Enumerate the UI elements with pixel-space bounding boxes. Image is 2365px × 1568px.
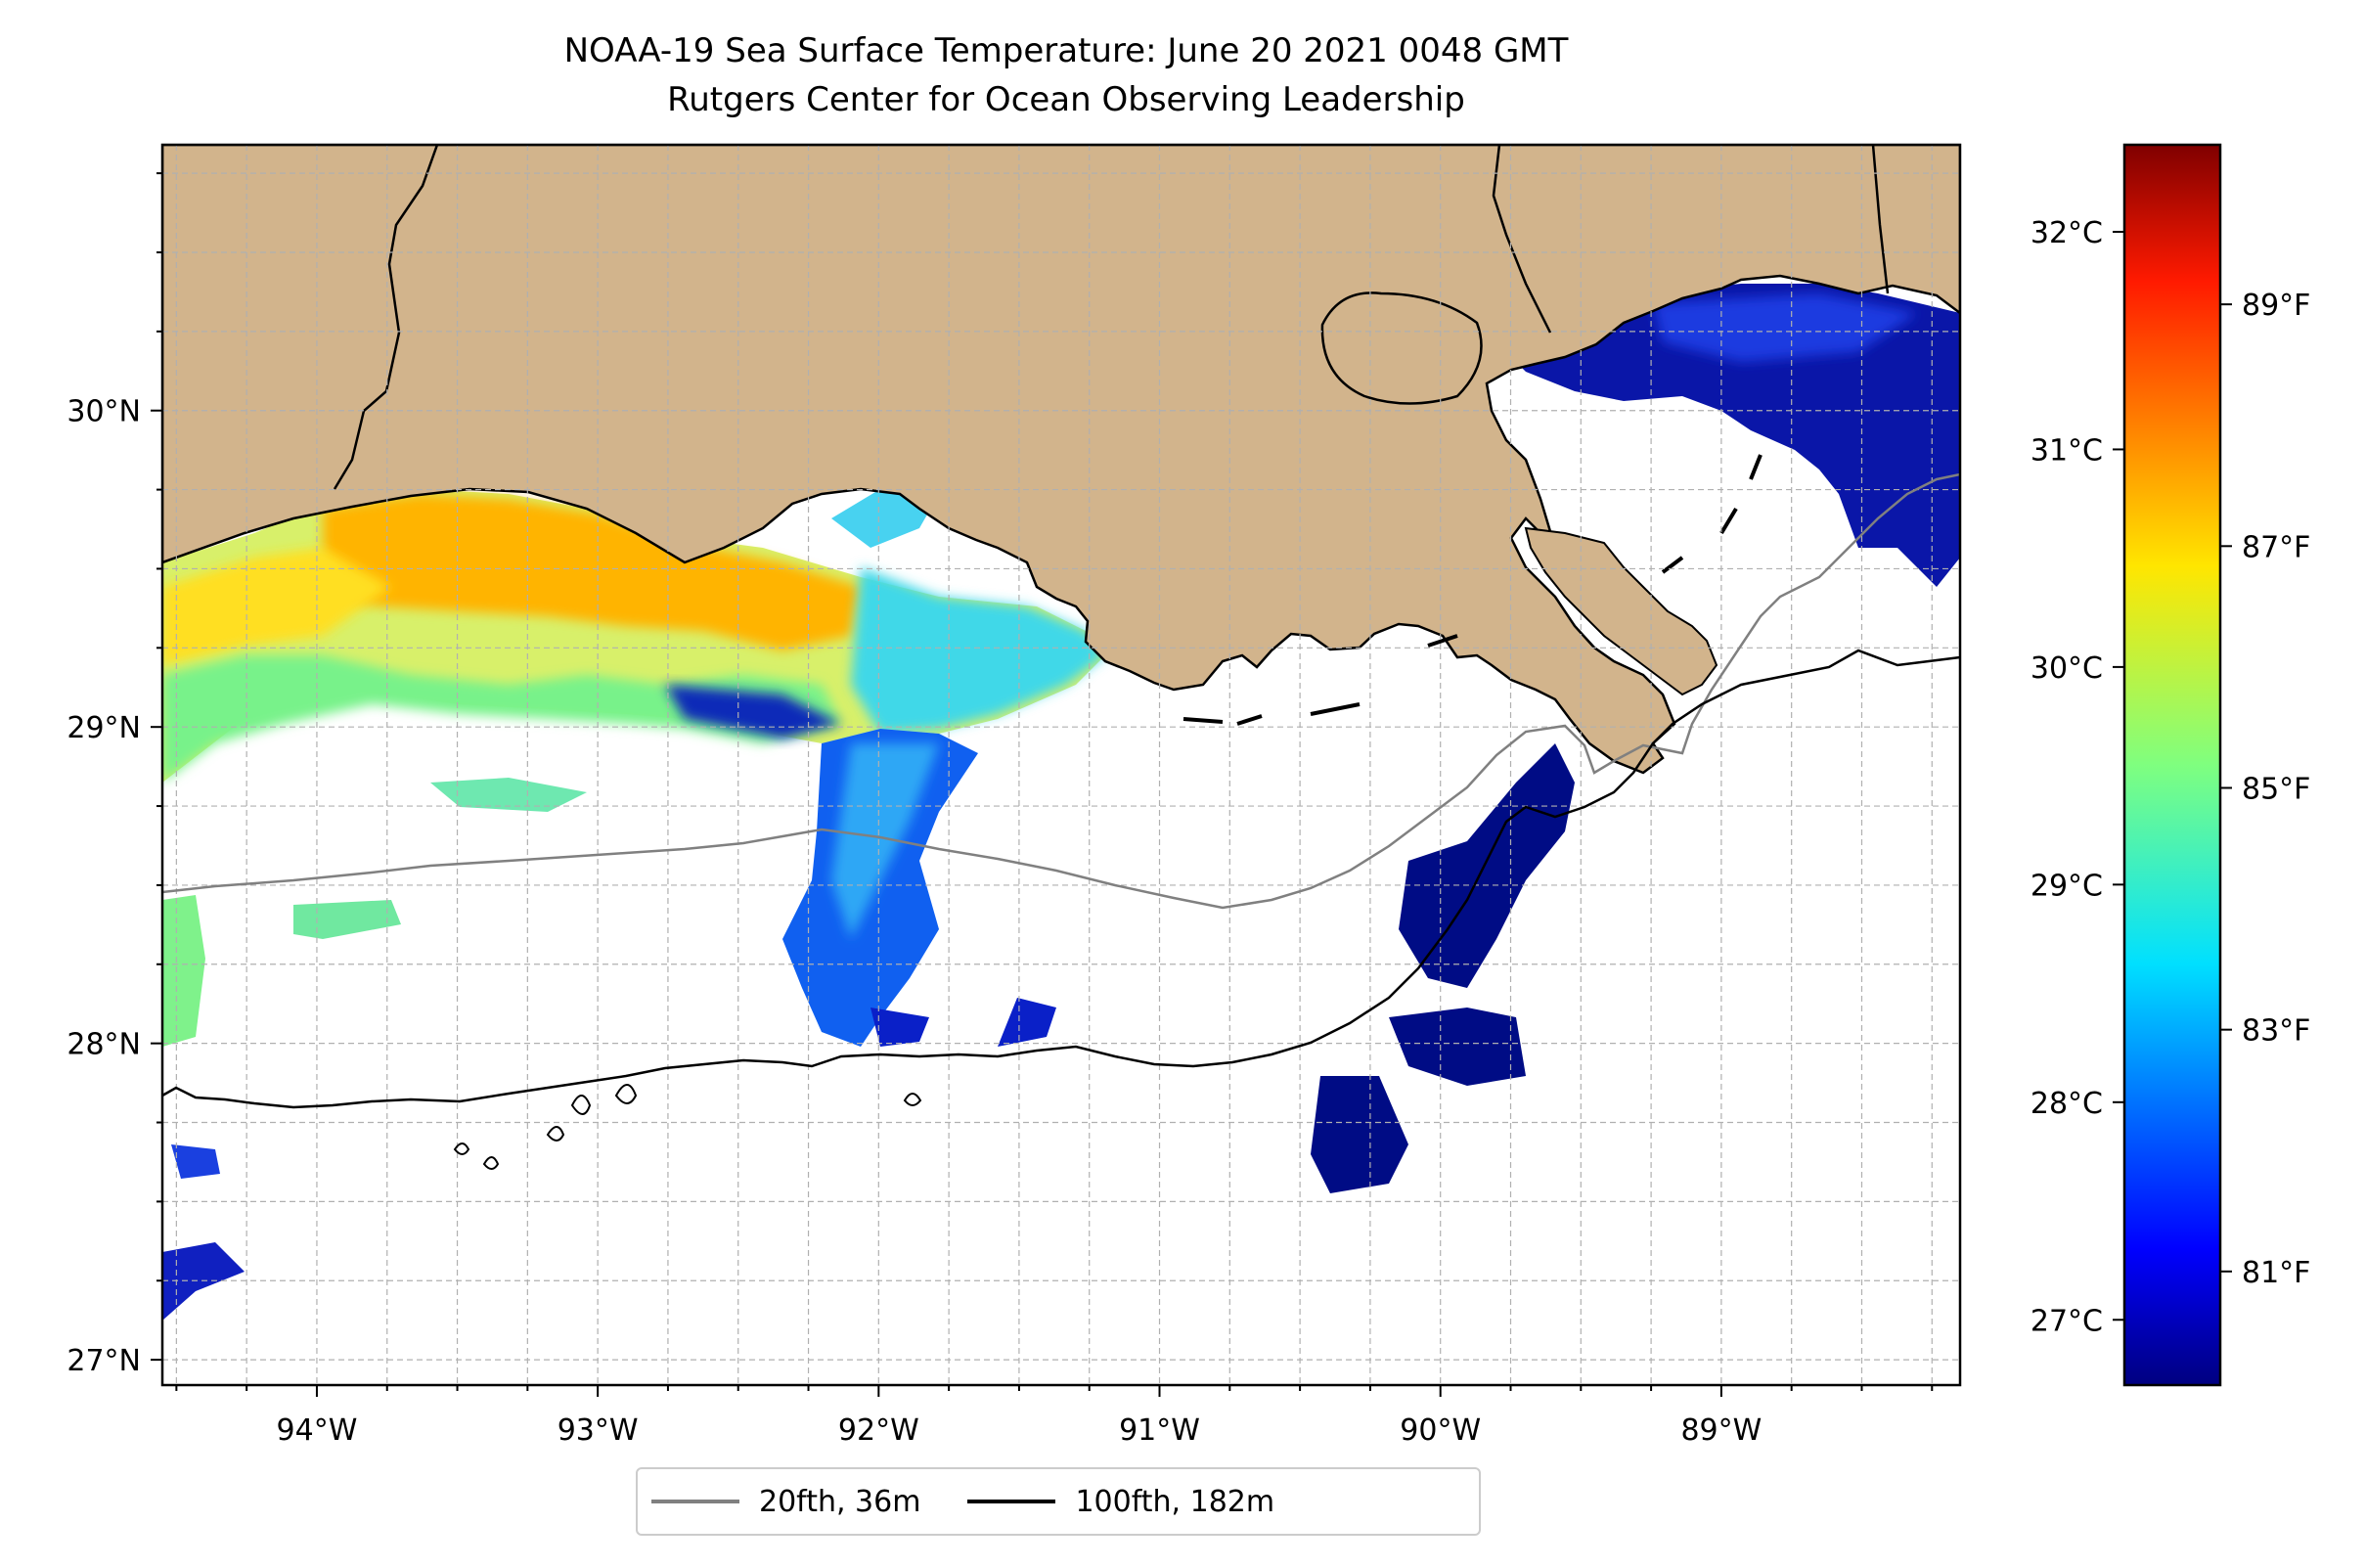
x-tick-label: 89°W [1680, 1413, 1762, 1448]
colorbar-label-c: 30°C [2030, 651, 2103, 686]
isobath-100fth-islets [453, 1084, 922, 1170]
sst-patch-blue-bits-2 [870, 1008, 929, 1047]
isobath-legend: 20fth, 36m 100fth, 182m [636, 1467, 1481, 1536]
chart-title: NOAA-19 Sea Surface Temperature: June 20… [563, 31, 1569, 70]
isobath-20fth [162, 472, 1960, 910]
legend-line-100fth [967, 1500, 1056, 1503]
colorbar-label-f: 83°F [2242, 1014, 2310, 1049]
sst-patch-green-bits [293, 900, 401, 939]
x-tick-label: 92°W [838, 1413, 919, 1448]
colorbar-label-c: 32°C [2030, 216, 2103, 250]
plot-frame [160, 143, 1962, 1387]
x-tick-label: 90°W [1400, 1413, 1481, 1448]
sst-patch-mid-east [1399, 743, 1575, 988]
sst-patch-south-east [1389, 1008, 1526, 1086]
sst-field [162, 284, 1960, 1321]
sst-patch-yellow-band [162, 548, 391, 665]
sst-patch-blue-bits [998, 998, 1056, 1047]
x-tick-label: 91°W [1119, 1413, 1200, 1448]
colorbar-label-c: 29°C [2030, 869, 2103, 903]
sst-patch-east-sound [1506, 284, 1960, 587]
x-tick-label: 94°W [277, 1413, 358, 1448]
sst-patch-green-bits-2 [430, 778, 587, 812]
colorbar-label-c: 27°C [2030, 1304, 2103, 1338]
isobath-100fth [162, 649, 1960, 1109]
longitude-axis: 94°W 93°W 92°W 91°W 90°W 89°W [175, 1385, 1934, 1448]
sst-patch-dark-streak [665, 685, 841, 739]
colorbar [2122, 143, 2222, 1387]
y-tick-label: 30°N [67, 395, 141, 429]
legend-label-100fth: 100fth, 182m [1075, 1484, 1275, 1519]
chart-subtitle: Rutgers Center for Ocean Observing Leade… [667, 80, 1465, 119]
sst-patch-east-sound-core [1653, 293, 1917, 362]
legend-label-20fth: 20fth, 36m [759, 1484, 921, 1519]
colorbar-label-c: 31°C [2030, 433, 2103, 468]
colorbar-label-f: 81°F [2242, 1256, 2310, 1290]
legend-item-100fth: 100fth, 182m [967, 1485, 1274, 1519]
y-tick-label: 29°N [67, 711, 141, 745]
y-tick-label: 27°N [67, 1344, 141, 1378]
colorbar-label-f: 85°F [2242, 772, 2310, 806]
colorbar-ticks: 27°C 28°C 29°C 30°C 31°C 32°C 81°F 83°F 85°F 87°F… [2030, 216, 2311, 1338]
sst-patch-southwest [162, 1242, 245, 1321]
legend-item-20fth: 20fth, 36m [651, 1485, 920, 1519]
state-border-alabama [1871, 145, 1890, 294]
colorbar-label-f: 87°F [2242, 530, 2310, 564]
x-tick-label: 93°W [558, 1413, 639, 1448]
sst-patch-cyan [851, 567, 1105, 734]
lake-pontchartrain-outline [1320, 291, 1483, 405]
y-tick-label: 28°N [67, 1028, 141, 1062]
sst-patch-warm-core [323, 494, 861, 650]
state-border-mississippi [1492, 145, 1552, 334]
sst-patch-plume-core [831, 743, 939, 939]
sst-patch-west-edge [162, 895, 205, 1047]
sst-patch-southwest-2 [171, 1144, 220, 1179]
sst-patch-plume [782, 729, 978, 1047]
latitude-axis: 27°N 28°N 29°N 30°N [67, 172, 162, 1378]
colorbar-label-c: 28°C [2030, 1087, 2103, 1121]
state-border-texas [333, 145, 439, 490]
land-mississippi-delta [1524, 526, 1718, 696]
barrier-islands [1182, 454, 1763, 726]
sst-patch-south-central [1311, 1076, 1408, 1193]
map-grid [162, 145, 1960, 1385]
colorbar-label-f: 89°F [2242, 289, 2310, 323]
legend-line-20fth [651, 1500, 739, 1503]
